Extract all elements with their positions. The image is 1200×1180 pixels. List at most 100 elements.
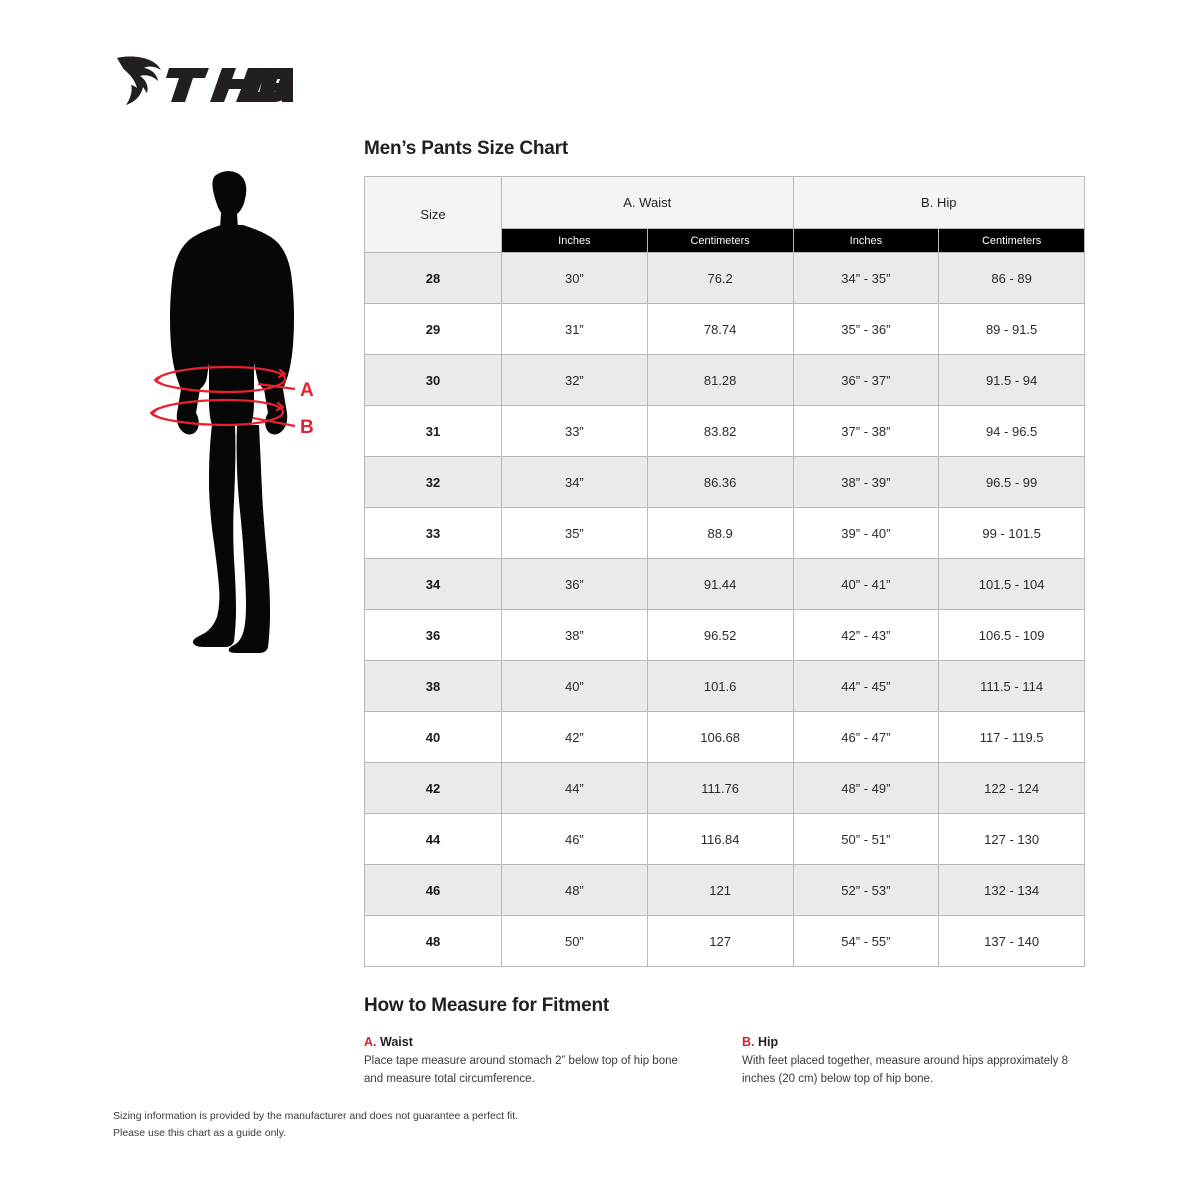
header-group-waist: A. Waist (501, 175, 794, 230)
cell-waist-cm: 111.76 (646, 762, 794, 814)
cell-waist-cm: 78.74 (646, 303, 794, 355)
table-row: 30 32” 81.28 36” - 37” 91.5 - 94 (364, 354, 1085, 406)
cell-hip-in: 39” - 40” (792, 507, 940, 559)
cell-hip-in: 46” - 47” (792, 711, 940, 763)
cell-hip-cm: 122 - 124 (938, 762, 1085, 814)
male-silhouette-svg: A B (149, 171, 314, 653)
cell-waist-in: 31” (501, 303, 648, 355)
hip-measure-ring (149, 398, 285, 427)
cell-waist-in: 36” (501, 558, 648, 610)
header-waist-inches: Inches (501, 228, 648, 253)
how-to-measure-section: How to Measure for Fitment A. Waist Plac… (364, 995, 1086, 1089)
header-size: Size (364, 176, 502, 253)
measure-waist-letter: A. (364, 1035, 377, 1049)
cell-size: 36 (364, 609, 502, 661)
registered-trademark-icon (287, 98, 291, 102)
thor-wordmark (166, 68, 302, 102)
cell-waist-in: 40” (501, 660, 648, 712)
cell-hip-in: 54” - 55” (792, 915, 940, 967)
table-row: 36 38” 96.52 42” - 43” 106.5 - 109 (364, 609, 1085, 661)
cell-waist-in: 35” (501, 507, 648, 559)
table-head: Size A. Waist B. Hip Inches Centimeters … (364, 175, 1085, 253)
how-to-measure-title: How to Measure for Fitment (364, 995, 609, 1016)
cell-size: 44 (364, 813, 502, 865)
cell-size: 29 (364, 303, 502, 355)
page-title: Men’s Pants Size Chart (364, 138, 568, 159)
cell-hip-cm: 94 - 96.5 (938, 405, 1085, 457)
cell-waist-cm: 86.36 (646, 456, 794, 508)
cell-waist-in: 46” (501, 813, 648, 865)
callout-label-a: A (300, 380, 314, 401)
cell-hip-in: 36” - 37” (792, 354, 940, 406)
cell-waist-cm: 76.2 (646, 252, 794, 304)
cell-size: 30 (364, 354, 502, 406)
cell-size: 28 (364, 252, 502, 304)
cell-hip-in: 48” - 49” (792, 762, 940, 814)
cell-hip-cm: 89 - 91.5 (938, 303, 1085, 355)
cell-hip-cm: 117 - 119.5 (938, 711, 1085, 763)
cell-waist-cm: 96.52 (646, 609, 794, 661)
thor-logo-svg (117, 56, 302, 105)
disclaimer-line-2: Please use this chart as a guide only. (113, 1127, 287, 1140)
table-body: 28 30” 76.2 34” - 35” 86 - 89 29 31” 78.74 35” -… (364, 252, 1085, 967)
cell-hip-cm: 132 - 134 (938, 864, 1085, 916)
cell-waist-in: 44” (501, 762, 648, 814)
table-row: 32 34” 86.36 38” - 39” 96.5 - 99 (364, 456, 1085, 508)
measure-waist-text: Place tape measure around stomach 2” bel… (364, 1055, 678, 1085)
measure-hip-letter: B. (742, 1035, 755, 1049)
cell-hip-in: 35” - 36” (792, 303, 940, 355)
cell-waist-in: 42” (501, 711, 648, 763)
header-hip-inches: Inches (792, 228, 940, 253)
silhouette-body (170, 171, 294, 653)
cell-waist-in: 50” (501, 915, 648, 967)
table-row: 29 31” 78.74 35” - 36” 89 - 91.5 (364, 303, 1085, 355)
cell-waist-cm: 116.84 (646, 813, 794, 865)
cell-size: 34 (364, 558, 502, 610)
cell-hip-cm: 137 - 140 (938, 915, 1085, 967)
cell-hip-in: 50” - 51” (792, 813, 940, 865)
how-to-measure-columns: A. Waist Place tape measure around stoma… (364, 1035, 1086, 1089)
cell-hip-cm: 99 - 101.5 (938, 507, 1085, 559)
cell-hip-in: 52” - 53” (792, 864, 940, 916)
cell-waist-cm: 88.9 (646, 507, 794, 559)
cell-waist-in: 38” (501, 609, 648, 661)
table-row: 48 50” 127 54” - 55” 137 - 140 (364, 915, 1085, 967)
cell-size: 48 (364, 915, 502, 967)
cell-size: 38 (364, 660, 502, 712)
table-row: 34 36” 91.44 40” - 41” 101.5 - 104 (364, 558, 1085, 610)
table-row: 31 33” 83.82 37” - 38” 94 - 96.5 (364, 405, 1085, 457)
cell-waist-cm: 121 (646, 864, 794, 916)
measure-waist-name: Waist (379, 1035, 413, 1049)
table-row: 40 42” 106.68 46” - 47” 117 - 119.5 (364, 711, 1085, 763)
cell-hip-in: 42” - 43” (792, 609, 940, 661)
table-row: 28 30” 76.2 34” - 35” 86 - 89 (364, 252, 1085, 304)
measure-hip-text: With feet placed together, measure aroun… (742, 1055, 1069, 1085)
cell-hip-in: 40” - 41” (792, 558, 940, 610)
cell-size: 32 (364, 456, 502, 508)
thor-helmet-icon (117, 56, 161, 105)
waist-leader-line (257, 382, 296, 391)
table-row: 38 40” 101.6 44” - 45” 111.5 - 114 (364, 660, 1085, 712)
cell-hip-cm: 111.5 - 114 (938, 660, 1085, 712)
table-row: 44 46” 116.84 50” - 51” 127 - 130 (364, 813, 1085, 865)
cell-hip-in: 38” - 39” (792, 456, 940, 508)
cell-hip-cm: 106.5 - 109 (938, 609, 1085, 661)
cell-waist-in: 30” (501, 252, 648, 304)
cell-waist-cm: 83.82 (646, 405, 794, 457)
content-column: Men’s Pants Size Chart Size A. Waist B. … (364, 138, 1086, 1089)
cell-hip-cm: 101.5 - 104 (938, 558, 1085, 610)
cell-hip-in: 37” - 38” (792, 405, 940, 457)
disclaimer: Sizing information is provided by the ma… (113, 1108, 518, 1143)
disclaimer-line-1: Sizing information is provided by the ma… (113, 1110, 519, 1122)
cell-waist-in: 48” (501, 864, 648, 916)
measure-item-waist: A. Waist Place tape measure around stoma… (364, 1035, 742, 1089)
cell-waist-cm: 127 (646, 915, 794, 967)
cell-size: 31 (364, 405, 502, 457)
header-hip-centimeters: Centimeters (938, 228, 1085, 253)
cell-size: 46 (364, 864, 502, 916)
cell-size: 33 (364, 507, 502, 559)
body-measurement-figure: A B (133, 163, 333, 653)
cell-waist-cm: 81.28 (646, 354, 794, 406)
cell-hip-cm: 96.5 - 99 (938, 456, 1085, 508)
table-group-header-row: Size A. Waist B. Hip (364, 175, 1085, 253)
